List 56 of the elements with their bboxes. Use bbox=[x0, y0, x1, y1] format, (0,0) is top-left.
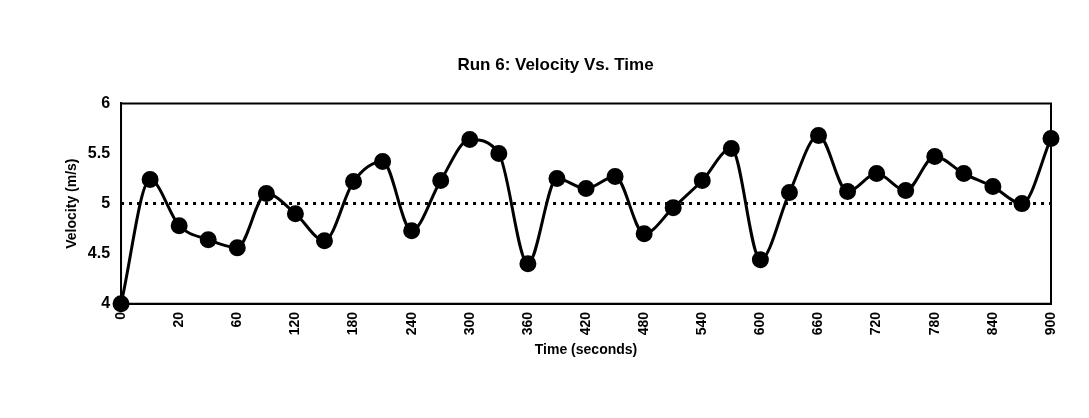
x-tick-label: 780 bbox=[925, 311, 942, 336]
x-tick-label: 0 bbox=[111, 311, 128, 320]
x-tick-label: 120 bbox=[286, 311, 303, 336]
point bbox=[722, 140, 740, 157]
point bbox=[170, 217, 188, 235]
x-tick-label: 300 bbox=[460, 311, 477, 336]
x-tick-label: 20 bbox=[170, 311, 187, 328]
point bbox=[1013, 195, 1031, 213]
y-axis-title: Velocity (m/s) bbox=[63, 158, 80, 249]
point bbox=[286, 205, 304, 223]
point bbox=[548, 170, 566, 188]
x-tick-label: 240 bbox=[402, 311, 419, 336]
x-tick-label: 600 bbox=[751, 311, 768, 336]
x-tick-label: 420 bbox=[576, 311, 593, 336]
point bbox=[257, 185, 275, 203]
x-axis-title: Time (seconds) bbox=[534, 341, 638, 358]
point bbox=[810, 126, 828, 144]
point bbox=[635, 225, 653, 243]
point bbox=[345, 173, 363, 191]
chart-title: Run 6: Velocity Vs. Time bbox=[457, 54, 654, 74]
x-tick-label: 900 bbox=[1041, 311, 1058, 336]
x-tick-label: 660 bbox=[809, 311, 826, 336]
y-tick-label: 4.5 bbox=[87, 244, 111, 262]
y-tick-label: 5 bbox=[101, 194, 111, 212]
point bbox=[199, 231, 217, 249]
point bbox=[141, 171, 159, 189]
point bbox=[606, 168, 624, 186]
point bbox=[374, 153, 392, 171]
point bbox=[432, 172, 450, 190]
x-tick-label: 60 bbox=[228, 311, 245, 328]
point bbox=[577, 180, 595, 198]
point bbox=[519, 255, 537, 273]
point bbox=[839, 183, 857, 201]
x-tick-label: 540 bbox=[693, 311, 710, 336]
point bbox=[780, 184, 798, 202]
x-tick-label: 480 bbox=[635, 311, 651, 336]
y-tick-label: 5.5 bbox=[87, 143, 111, 161]
x-tick-label: 180 bbox=[344, 311, 361, 336]
point bbox=[664, 199, 682, 217]
point bbox=[868, 165, 886, 183]
point bbox=[897, 182, 915, 200]
point bbox=[228, 239, 246, 257]
point bbox=[926, 148, 944, 166]
point bbox=[984, 178, 1002, 196]
point bbox=[490, 145, 508, 163]
point bbox=[693, 172, 711, 190]
point bbox=[403, 222, 421, 240]
point bbox=[751, 251, 769, 269]
y-tick-label: 6 bbox=[101, 93, 111, 111]
x-tick-label: 840 bbox=[983, 311, 1000, 336]
point bbox=[315, 232, 333, 250]
x-tick-label: 720 bbox=[867, 311, 884, 336]
point bbox=[955, 165, 973, 183]
x-tick-label: 360 bbox=[518, 311, 535, 336]
point bbox=[461, 130, 479, 148]
y-tick-label: 4 bbox=[101, 294, 111, 312]
